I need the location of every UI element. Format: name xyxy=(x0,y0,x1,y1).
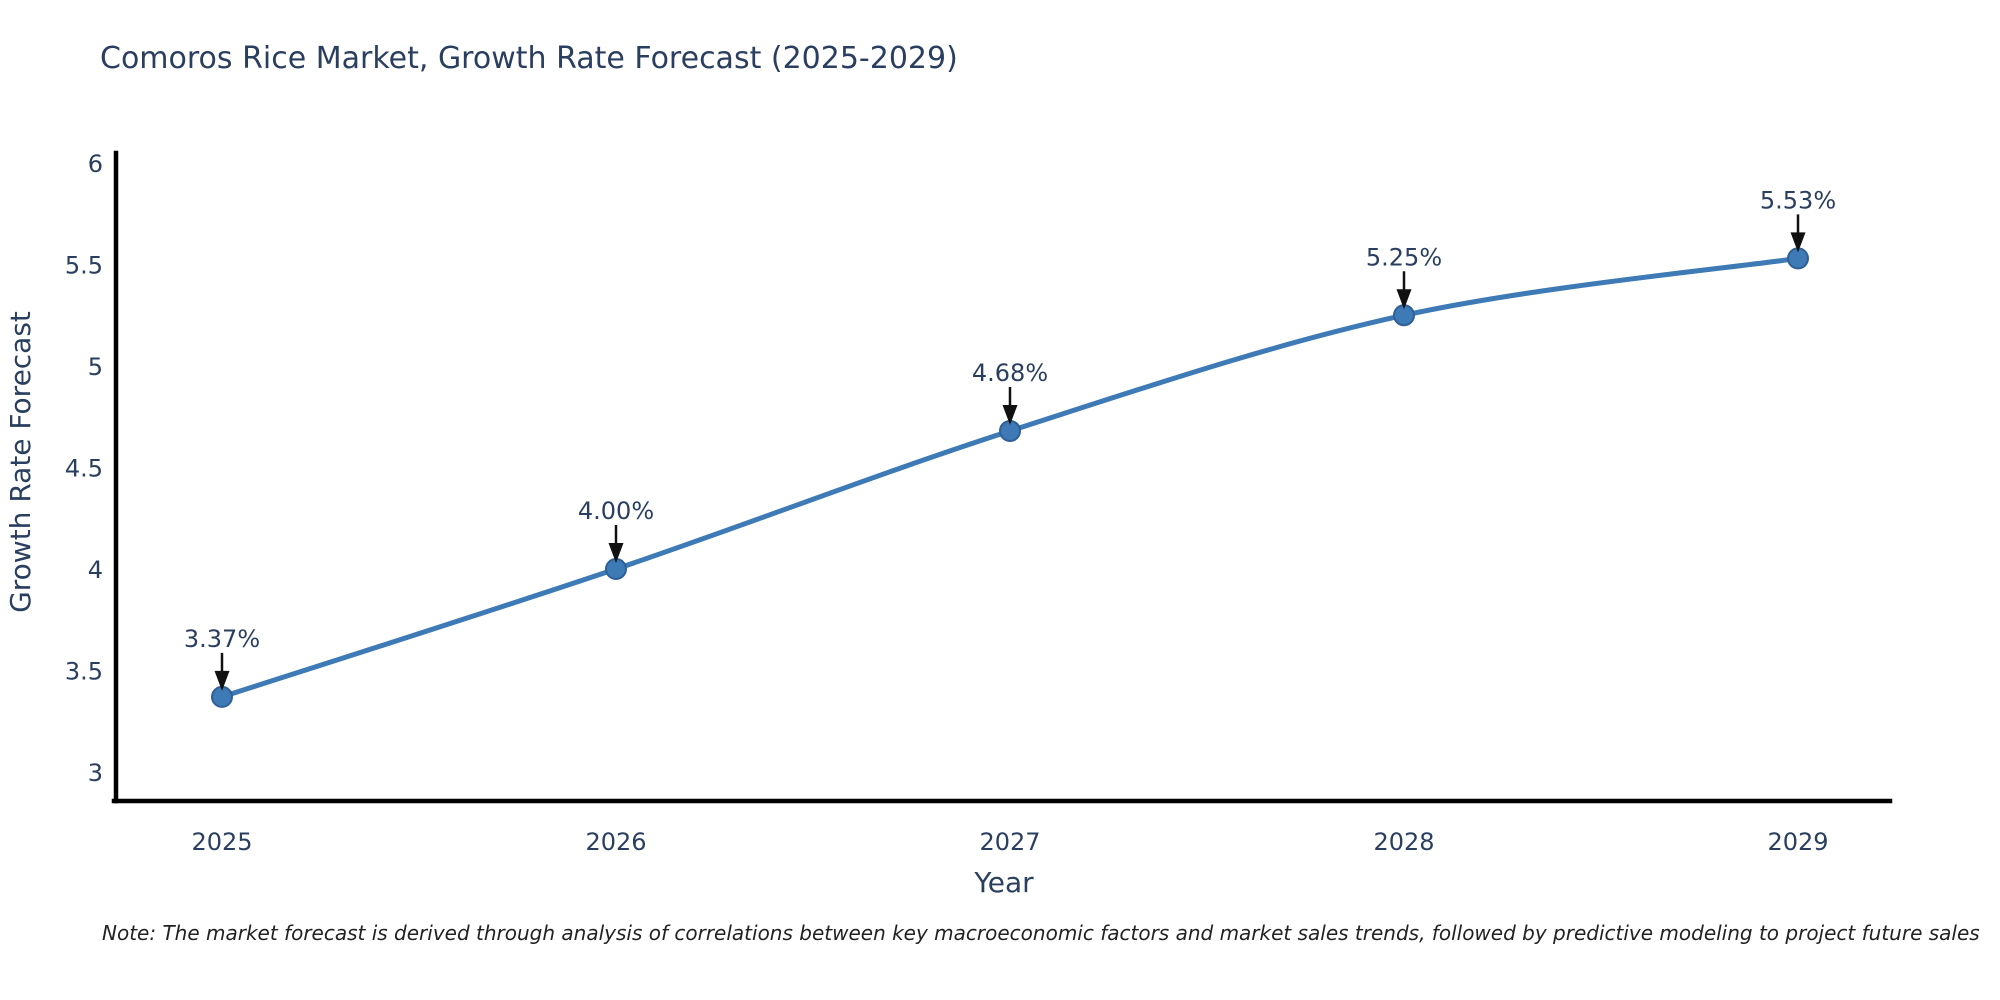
point-value-label: 5.25% xyxy=(1366,243,1442,271)
x-tick-label: 2025 xyxy=(191,828,252,856)
y-tick-label: 3 xyxy=(88,759,103,787)
annotation-arrowhead-icon xyxy=(608,543,624,563)
chart-title: Comoros Rice Market, Growth Rate Forecas… xyxy=(100,41,958,76)
x-axis-tick-labels: 2025 2026 2027 2028 2029 xyxy=(191,828,1828,856)
annotation-arrowhead-icon xyxy=(214,670,230,691)
x-tick-label: 2026 xyxy=(585,828,646,856)
data-point-markers xyxy=(211,247,1809,708)
x-axis-title: Year xyxy=(973,866,1034,899)
y-tick-label: 3.5 xyxy=(65,658,103,686)
annotation-arrowhead-icon xyxy=(1790,232,1806,253)
footnote: Note: The market forecast is derived thr… xyxy=(102,921,1980,945)
point-value-label: 3.37% xyxy=(184,625,260,653)
point-value-annotations: 3.37% 4.00% 4.68% 5.25% 5.53% xyxy=(184,186,1836,691)
y-tick-label: 6 xyxy=(88,150,103,178)
point-value-label: 4.00% xyxy=(578,497,654,525)
y-tick-label: 5 xyxy=(88,353,103,381)
point-value-label: 4.68% xyxy=(972,359,1048,387)
y-axis-title: Growth Rate Forecast xyxy=(4,311,37,613)
x-tick-label: 2027 xyxy=(979,828,1040,856)
annotation-arrowhead-icon xyxy=(1396,289,1412,310)
annotation-arrowhead-icon xyxy=(1002,404,1018,425)
growth-rate-line xyxy=(219,255,1801,700)
point-value-label: 5.53% xyxy=(1760,186,1836,214)
y-tick-label: 5.5 xyxy=(65,252,103,280)
y-tick-label: 4 xyxy=(88,556,103,584)
x-tick-label: 2028 xyxy=(1373,828,1434,856)
y-axis-tick-labels: 6 5.5 5 4.5 4 3.5 3 xyxy=(65,150,103,787)
y-tick-label: 4.5 xyxy=(65,455,103,483)
x-tick-label: 2029 xyxy=(1767,828,1828,856)
